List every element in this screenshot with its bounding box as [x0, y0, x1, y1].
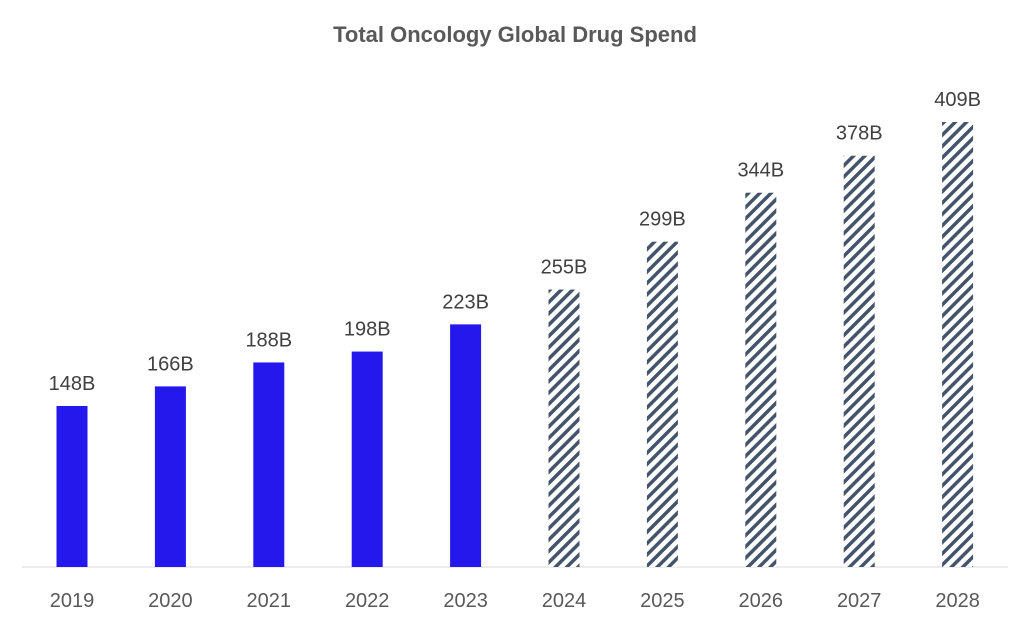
- x-tick-2027: 2027: [837, 590, 882, 612]
- x-tick-2024: 2024: [542, 590, 587, 612]
- data-label-2024: 255B: [541, 257, 588, 279]
- data-label-2019: 148B: [49, 373, 96, 395]
- data-label-2022: 198B: [344, 319, 391, 341]
- x-tick-2025: 2025: [640, 590, 685, 612]
- bar-2020: [154, 386, 186, 567]
- data-label-2027: 378B: [836, 123, 883, 145]
- x-tick-2022: 2022: [345, 590, 390, 612]
- x-tick-2021: 2021: [247, 590, 292, 612]
- data-label-2025: 299B: [639, 209, 686, 231]
- bar-2019: [56, 405, 88, 567]
- bar-2022: [351, 351, 383, 567]
- bar-2027: [843, 155, 875, 567]
- x-tick-2026: 2026: [739, 590, 784, 612]
- x-tick-2020: 2020: [148, 590, 193, 612]
- data-label-2026: 344B: [737, 160, 784, 182]
- bar-2023: [450, 324, 482, 567]
- x-tick-2028: 2028: [935, 590, 980, 612]
- data-label-2020: 166B: [147, 353, 194, 375]
- data-label-2023: 223B: [442, 291, 489, 313]
- bar-2028: [942, 122, 974, 567]
- bar-2025: [646, 241, 678, 568]
- x-tick-2023: 2023: [443, 590, 488, 612]
- data-label-2028: 409B: [934, 89, 981, 111]
- bar-2021: [253, 362, 285, 567]
- bar-2026: [745, 192, 777, 568]
- chart-title: Total Oncology Global Drug Spend: [333, 22, 697, 47]
- data-label-2021: 188B: [245, 329, 292, 351]
- bar-2024: [548, 289, 580, 567]
- x-tick-2019: 2019: [50, 590, 95, 612]
